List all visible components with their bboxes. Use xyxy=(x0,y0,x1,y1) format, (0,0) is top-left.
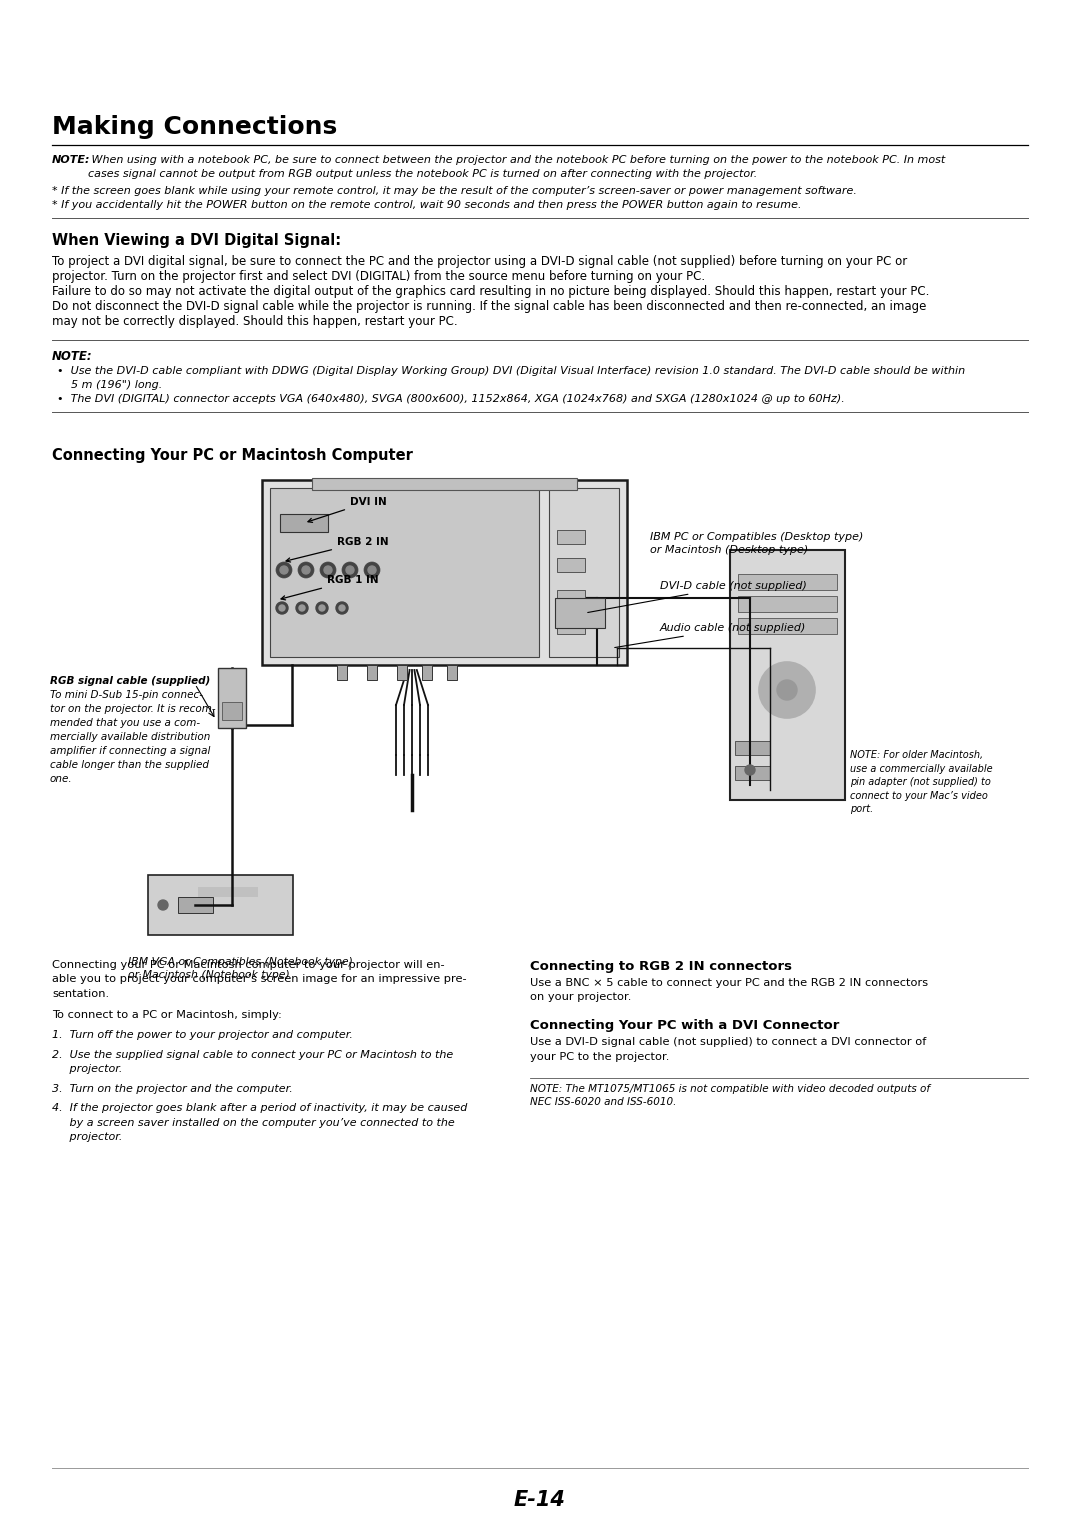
Bar xyxy=(557,559,585,572)
Bar xyxy=(738,597,837,612)
Bar xyxy=(397,665,407,681)
Circle shape xyxy=(777,681,797,700)
Text: Making Connections: Making Connections xyxy=(52,114,337,139)
Circle shape xyxy=(759,662,815,719)
Bar xyxy=(367,665,377,681)
Circle shape xyxy=(336,601,348,613)
Circle shape xyxy=(364,562,380,578)
Text: To project a DVI digital signal, be sure to connect the PC and the projector usi: To project a DVI digital signal, be sure… xyxy=(52,255,907,269)
Text: NOTE:: NOTE: xyxy=(52,349,93,363)
Text: Use a BNC × 5 cable to connect your PC and the RGB 2 IN connectors: Use a BNC × 5 cable to connect your PC a… xyxy=(530,978,928,987)
Text: Do not disconnect the DVI-D signal cable while the projector is running. If the : Do not disconnect the DVI-D signal cable… xyxy=(52,301,927,313)
Text: NOTE: The MT1075/MT1065 is not compatible with video decoded outputs of: NOTE: The MT1075/MT1065 is not compatibl… xyxy=(530,1083,930,1094)
Bar xyxy=(337,665,347,681)
Text: by a screen saver installed on the computer you’ve connected to the: by a screen saver installed on the compu… xyxy=(52,1117,455,1128)
Text: 2.  Use the supplied signal cable to connect your PC or Macintosh to the: 2. Use the supplied signal cable to conn… xyxy=(52,1050,454,1059)
Circle shape xyxy=(276,601,288,613)
Circle shape xyxy=(279,604,285,610)
Text: IBM PC or Compatibles (Desktop type)
or Macintosh (Desktop type): IBM PC or Compatibles (Desktop type) or … xyxy=(650,533,863,555)
Text: Connecting to RGB 2 IN connectors: Connecting to RGB 2 IN connectors xyxy=(530,960,792,974)
Text: IBM VGA or Compatibles (Notebook type)
or Macintosh (Notebook type): IBM VGA or Compatibles (Notebook type) o… xyxy=(129,957,353,980)
Bar xyxy=(198,887,258,897)
Bar xyxy=(738,574,837,591)
Text: may not be correctly displayed. Should this happen, restart your PC.: may not be correctly displayed. Should t… xyxy=(52,314,458,328)
Text: To connect to a PC or Macintosh, simply:: To connect to a PC or Macintosh, simply: xyxy=(52,1010,282,1019)
Text: 4.  If the projector goes blank after a period of inactivity, it may be caused: 4. If the projector goes blank after a p… xyxy=(52,1103,468,1112)
Text: NOTE:: NOTE: xyxy=(52,156,91,165)
Text: Connecting Your PC with a DVI Connector: Connecting Your PC with a DVI Connector xyxy=(530,1019,839,1032)
Text: Connecting Your PC or Macintosh Computer: Connecting Your PC or Macintosh Computer xyxy=(52,449,413,462)
Bar xyxy=(549,488,619,658)
Text: •  Use the DVI-D cable compliant with DDWG (Digital Display Working Group) DVI (: • Use the DVI-D cable compliant with DDW… xyxy=(57,366,966,375)
Bar xyxy=(735,766,770,780)
Circle shape xyxy=(339,604,345,610)
Text: RGB 1 IN: RGB 1 IN xyxy=(281,575,379,600)
Text: projector.: projector. xyxy=(52,1132,122,1141)
Text: Use a DVI-D signal cable (not supplied) to connect a DVI connector of: Use a DVI-D signal cable (not supplied) … xyxy=(530,1038,927,1047)
Text: When Viewing a DVI Digital Signal:: When Viewing a DVI Digital Signal: xyxy=(52,233,341,249)
Text: RGB 2 IN: RGB 2 IN xyxy=(286,537,389,562)
Text: E-14: E-14 xyxy=(514,1489,566,1511)
Bar xyxy=(178,897,213,913)
Bar xyxy=(557,591,585,604)
Text: 5 m (196") long.: 5 m (196") long. xyxy=(57,380,162,391)
Bar xyxy=(557,530,585,543)
Bar xyxy=(218,668,246,728)
Text: sentation.: sentation. xyxy=(52,989,109,1000)
Bar xyxy=(447,665,457,681)
Text: 3.  Turn on the projector and the computer.: 3. Turn on the projector and the compute… xyxy=(52,1083,293,1094)
Bar xyxy=(730,549,845,800)
Text: RGB signal cable (supplied): RGB signal cable (supplied) xyxy=(50,676,211,687)
Circle shape xyxy=(280,566,288,574)
Circle shape xyxy=(298,562,314,578)
Circle shape xyxy=(299,604,305,610)
Text: Failure to do so may not activate the digital output of the graphics card result: Failure to do so may not activate the di… xyxy=(52,285,930,298)
Circle shape xyxy=(276,562,292,578)
Text: NOTE: For older Macintosh,
use a commercially available
pin adapter (not supplie: NOTE: For older Macintosh, use a commerc… xyxy=(850,749,993,815)
Bar xyxy=(555,598,605,629)
Bar xyxy=(270,488,539,658)
Text: Audio cable (not supplied): Audio cable (not supplied) xyxy=(615,623,807,647)
Text: DVI-D cable (not supplied): DVI-D cable (not supplied) xyxy=(588,581,807,612)
Bar xyxy=(557,620,585,633)
Text: •  The DVI (DIGITAL) connector accepts VGA (640x480), SVGA (800x600), 1152x864, : • The DVI (DIGITAL) connector accepts VG… xyxy=(57,394,845,404)
Bar xyxy=(312,478,577,490)
Circle shape xyxy=(302,566,310,574)
Circle shape xyxy=(368,566,376,574)
Text: When using with a notebook PC, be sure to connect between the projector and the : When using with a notebook PC, be sure t… xyxy=(87,156,945,179)
Bar xyxy=(738,618,837,633)
Bar xyxy=(422,665,432,681)
Bar xyxy=(735,742,770,755)
Text: DVI IN: DVI IN xyxy=(308,497,387,522)
Bar xyxy=(262,481,627,665)
Circle shape xyxy=(324,566,332,574)
Text: To mini D-Sub 15-pin connec-
tor on the projector. It is recom-
mended that you : To mini D-Sub 15-pin connec- tor on the … xyxy=(50,690,216,784)
Bar xyxy=(148,874,293,935)
Circle shape xyxy=(319,604,325,610)
Text: NEC ISS-6020 and ISS-6010.: NEC ISS-6020 and ISS-6010. xyxy=(530,1097,676,1106)
Text: projector. Turn on the projector first and select DVI (DIGITAL) from the source : projector. Turn on the projector first a… xyxy=(52,270,705,282)
Bar xyxy=(222,702,242,720)
Circle shape xyxy=(316,601,328,613)
Circle shape xyxy=(158,900,168,909)
Text: able you to project your computer’s screen image for an impressive pre-: able you to project your computer’s scre… xyxy=(52,975,467,984)
Text: * If the screen goes blank while using your remote control, it may be the result: * If the screen goes blank while using y… xyxy=(52,186,856,195)
Circle shape xyxy=(320,562,336,578)
Circle shape xyxy=(342,562,357,578)
Text: on your projector.: on your projector. xyxy=(530,992,632,1003)
Text: projector.: projector. xyxy=(52,1064,122,1074)
Bar xyxy=(280,514,328,533)
Text: your PC to the projector.: your PC to the projector. xyxy=(530,1051,670,1062)
Text: 1.  Turn off the power to your projector and computer.: 1. Turn off the power to your projector … xyxy=(52,1030,353,1041)
Circle shape xyxy=(745,765,755,775)
Text: * If you accidentally hit the POWER button on the remote control, wait 90 second: * If you accidentally hit the POWER butt… xyxy=(52,200,801,211)
Circle shape xyxy=(346,566,354,574)
Circle shape xyxy=(296,601,308,613)
Text: Connecting your PC or Macintosh computer to your projector will en-: Connecting your PC or Macintosh computer… xyxy=(52,960,445,971)
